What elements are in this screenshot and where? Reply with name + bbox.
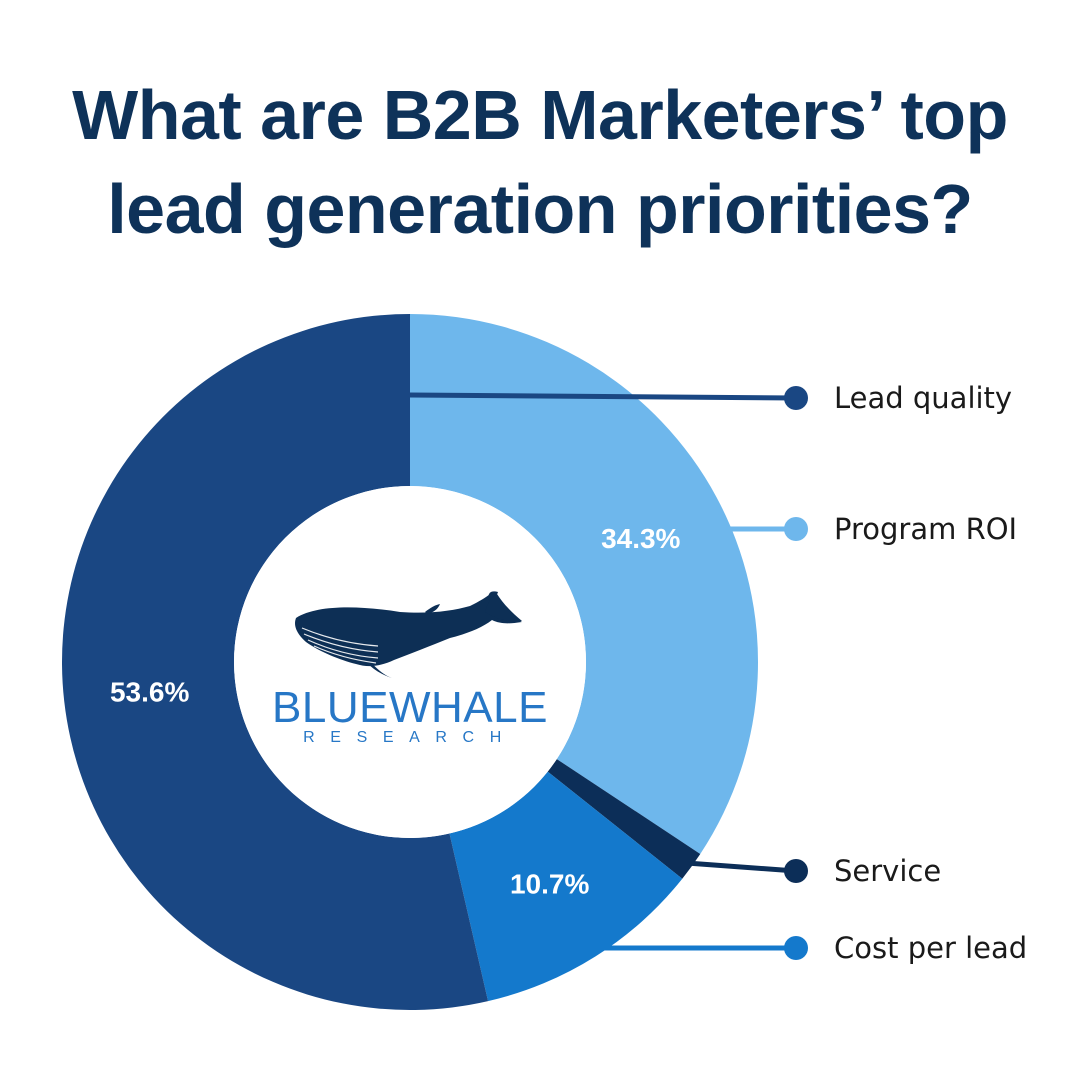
legend-marker-program-roi bbox=[784, 517, 808, 541]
donut-hole bbox=[234, 486, 586, 838]
legend-label-lead-quality: Lead quality bbox=[834, 381, 1012, 415]
leader-line-service bbox=[686, 860, 797, 874]
logo-wordmark: BLUEWHALE bbox=[272, 683, 548, 732]
donut-slices bbox=[62, 314, 758, 1010]
legend-marker-lead-quality bbox=[784, 386, 808, 410]
value-label-cost-per-lead: 10.7% bbox=[510, 869, 589, 900]
chart-title: What are B2B Marketers’ top lead generat… bbox=[0, 68, 1080, 256]
legend-label-cost-per-lead: Cost per lead bbox=[834, 931, 1027, 965]
value-label-lead-quality: 53.6% bbox=[110, 677, 189, 708]
logo-subtitle: RESEARCH bbox=[303, 729, 517, 746]
legend-label-service: Service bbox=[834, 854, 941, 888]
legend-label-program-roi: Program ROI bbox=[834, 512, 1017, 546]
legend-marker-cost-per-lead bbox=[784, 936, 808, 960]
slice-value-labels: 34.3% 10.7% 53.6% bbox=[110, 523, 681, 900]
leader-line-lead-quality bbox=[409, 392, 797, 401]
chart-title-line-2: lead generation priorities? bbox=[107, 170, 973, 248]
value-label-program-roi: 34.3% bbox=[601, 523, 680, 554]
chart-title-line-1: What are B2B Marketers’ top bbox=[72, 76, 1008, 154]
slice-program-roi bbox=[410, 314, 758, 854]
legend-marker-service bbox=[784, 859, 808, 883]
slice-cost-per-lead bbox=[449, 771, 683, 1002]
legend: Lead quality Program ROI Service Cost per l… bbox=[784, 381, 1027, 965]
slice-service bbox=[547, 759, 701, 879]
slice-lead-quality bbox=[62, 314, 489, 1010]
bluewhale-logo: BLUEWHALE RESEARCH bbox=[272, 591, 548, 746]
whale-icon bbox=[295, 591, 522, 678]
legend-leader-lines bbox=[409, 392, 797, 951]
